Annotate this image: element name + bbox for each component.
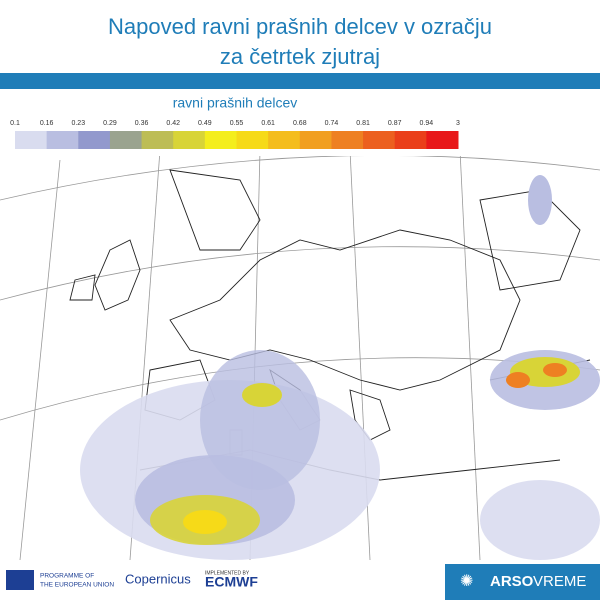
legend-swatch	[173, 131, 206, 149]
copernicus-logo: Copernicus	[125, 571, 191, 586]
map	[0, 149, 600, 561]
legend-label: 0.29	[103, 120, 117, 127]
legend-swatch	[331, 131, 364, 149]
legend-label: 0.87	[388, 120, 402, 127]
brand-text: VREME	[533, 573, 586, 590]
footer-text: PROGRAMME OF	[40, 573, 94, 580]
legend-swatch	[268, 131, 301, 149]
legend-swatch	[15, 131, 48, 149]
legend-title: ravni prašnih delcev	[173, 95, 298, 111]
title-line: Napoved ravni prašnih delcev v ozračju	[108, 14, 492, 39]
legend-label: 3	[456, 120, 460, 127]
legend-swatch	[363, 131, 396, 149]
legend-swatch	[236, 131, 269, 149]
brand-icon: ✺	[460, 573, 473, 590]
title-line: za četrtek zjutraj	[220, 44, 380, 69]
legend-label: 0.81	[356, 120, 370, 127]
header-bar	[0, 73, 600, 89]
legend-swatch	[141, 131, 174, 149]
legend-label: 0.1	[10, 120, 20, 127]
legend-swatch	[78, 131, 111, 149]
legend-label: 0.61	[261, 120, 275, 127]
legend-label: 0.42	[166, 120, 180, 127]
ecmwf-logo: ECMWF	[205, 574, 258, 590]
legend-label: 0.23	[71, 120, 85, 127]
footer-text: IMPLEMENTED BY	[205, 570, 250, 576]
eu-flag	[6, 570, 34, 590]
legend-label: 0.49	[198, 120, 212, 127]
legend-label: 0.16	[40, 120, 54, 127]
legend-swatch	[426, 131, 459, 149]
legend-label: 0.68	[293, 120, 307, 127]
legend-swatch	[46, 131, 79, 149]
legend-label: 0.94	[420, 120, 434, 127]
legend: 0.1 0.16 0.23 0.29 0.36 0.42 0.49 0.55 0.61 0.68 0…	[10, 120, 460, 149]
legend-swatch	[204, 131, 237, 149]
dust-field	[80, 175, 600, 560]
brand-box	[445, 564, 600, 600]
legend-swatch	[394, 131, 427, 149]
legend-label: 0.55	[230, 120, 244, 127]
legend-swatch	[109, 131, 143, 149]
footer-text: THE EUROPEAN UNION	[40, 582, 114, 589]
legend-swatch	[299, 131, 332, 149]
legend-label: 0.36	[135, 120, 149, 127]
legend-label: 0.74	[325, 120, 339, 127]
brand-text: ARSO	[490, 573, 534, 590]
